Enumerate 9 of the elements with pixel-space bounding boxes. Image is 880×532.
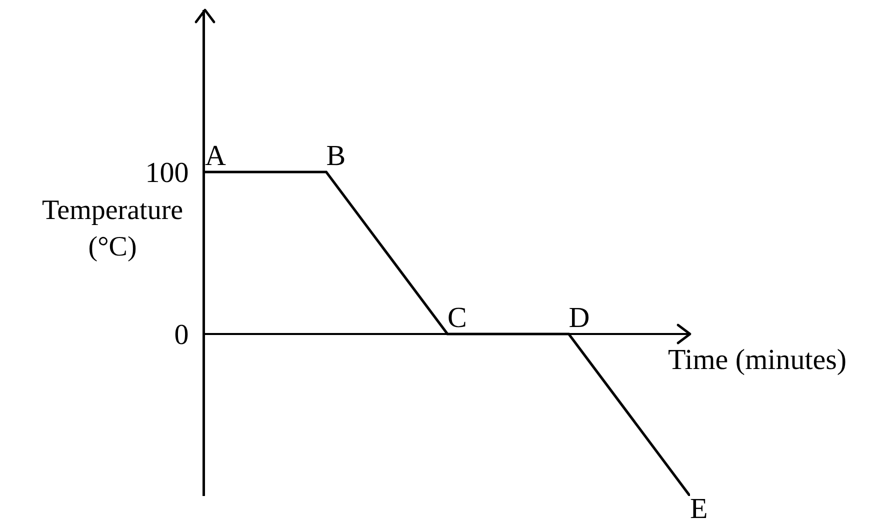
- y-tick-label: 100: [145, 157, 189, 190]
- y-tick-label: 0: [174, 319, 189, 352]
- data-label: C: [448, 302, 467, 334]
- y-axis-title: Temperature (°C): [42, 195, 184, 262]
- data-label: A: [205, 140, 226, 172]
- x-axis-title: Time (minutes): [668, 344, 847, 376]
- data-label: E: [690, 492, 708, 525]
- data-label: B: [326, 140, 346, 172]
- data-label: D: [568, 302, 590, 334]
